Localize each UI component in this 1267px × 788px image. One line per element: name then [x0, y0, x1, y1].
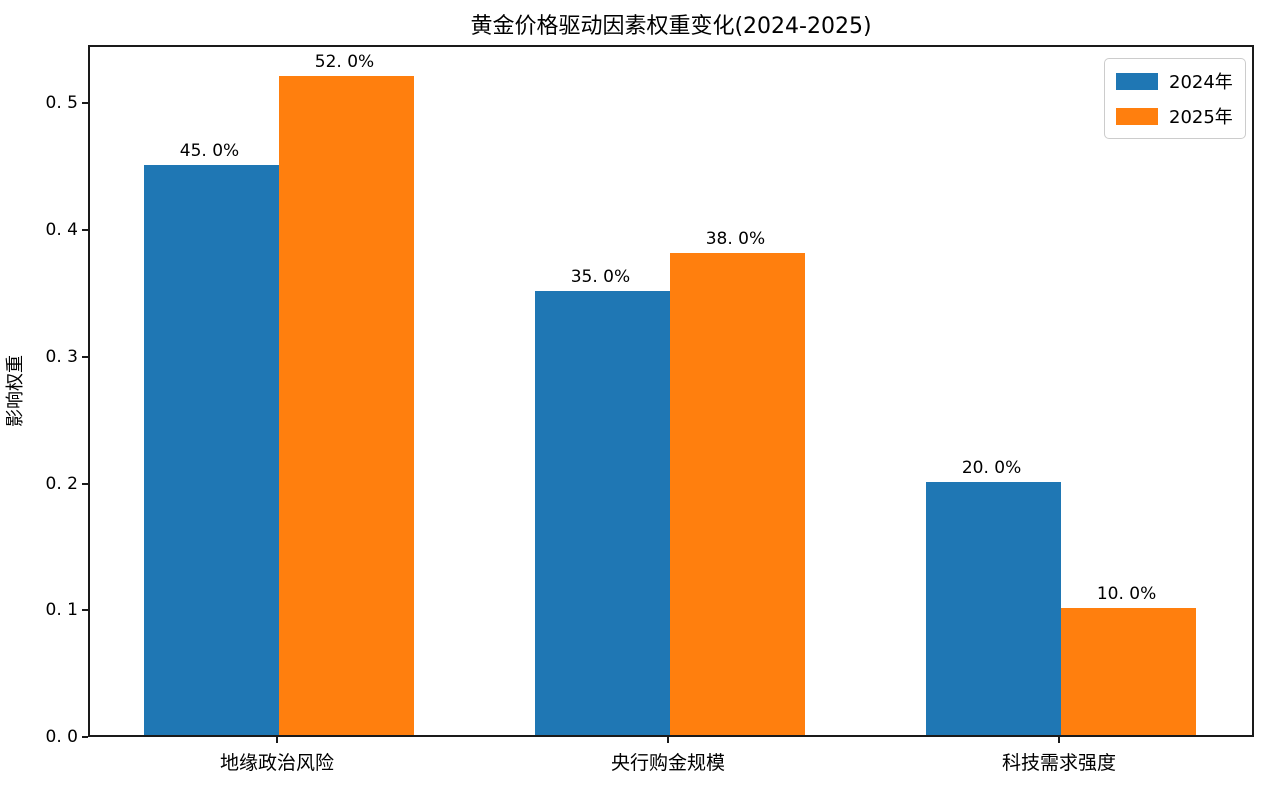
bar-2024年-央行购金规模 [534, 291, 670, 735]
y-tick-label: 0. 5 [45, 93, 78, 114]
x-tick-mark [276, 737, 278, 743]
bar-value-label: 20. 0% [961, 457, 1022, 478]
plot-area [88, 45, 1254, 737]
legend-label: 2025年 [1169, 107, 1233, 128]
y-axis-label: 影响权重 [5, 355, 26, 427]
x-tick-label: 地缘政治风险 [219, 752, 335, 774]
bar-2024年-科技需求强度 [926, 481, 1062, 735]
chart-title: 黄金价格驱动因素权重变化(2024-2025) [470, 14, 872, 39]
bar-2025年-央行购金规模 [669, 253, 805, 735]
y-tick-label: 0. 4 [45, 220, 78, 241]
bar-2024年-地缘政治风险 [144, 164, 279, 735]
legend-row: 2025年 [1116, 103, 1233, 129]
x-tick-label: 科技需求强度 [1002, 752, 1117, 774]
bar-value-label: 52. 0% [314, 51, 375, 72]
x-tick-mark [666, 737, 669, 743]
legend: 2024年 2025年 [1104, 58, 1246, 139]
y-tick-mark [82, 482, 88, 485]
bar-value-label: 38. 0% [705, 229, 766, 250]
bar-2025年-科技需求强度 [1061, 608, 1197, 735]
bar-value-label: 45. 0% [179, 140, 240, 161]
y-tick-mark [82, 355, 88, 358]
y-tick-label: 0. 2 [45, 473, 78, 494]
bar-value-label: 10. 0% [1096, 584, 1157, 605]
legend-label: 2024年 [1169, 72, 1233, 93]
bar-2025年-地缘政治风险 [279, 75, 414, 735]
y-tick-label: 0. 1 [45, 600, 78, 621]
x-tick-mark [1058, 737, 1061, 743]
legend-swatch-icon [1116, 107, 1158, 125]
y-tick-mark [82, 609, 88, 612]
legend-row: 2024年 [1116, 68, 1233, 94]
y-tick-mark [82, 102, 88, 105]
y-tick-label: 0. 0 [45, 727, 78, 747]
bar-value-label: 35. 0% [570, 267, 631, 288]
x-tick-label: 央行购金规模 [610, 752, 725, 774]
y-tick-label: 0. 3 [45, 346, 78, 367]
y-tick-mark [82, 736, 88, 738]
legend-swatch-icon [1116, 72, 1158, 90]
y-tick-mark [82, 229, 88, 232]
